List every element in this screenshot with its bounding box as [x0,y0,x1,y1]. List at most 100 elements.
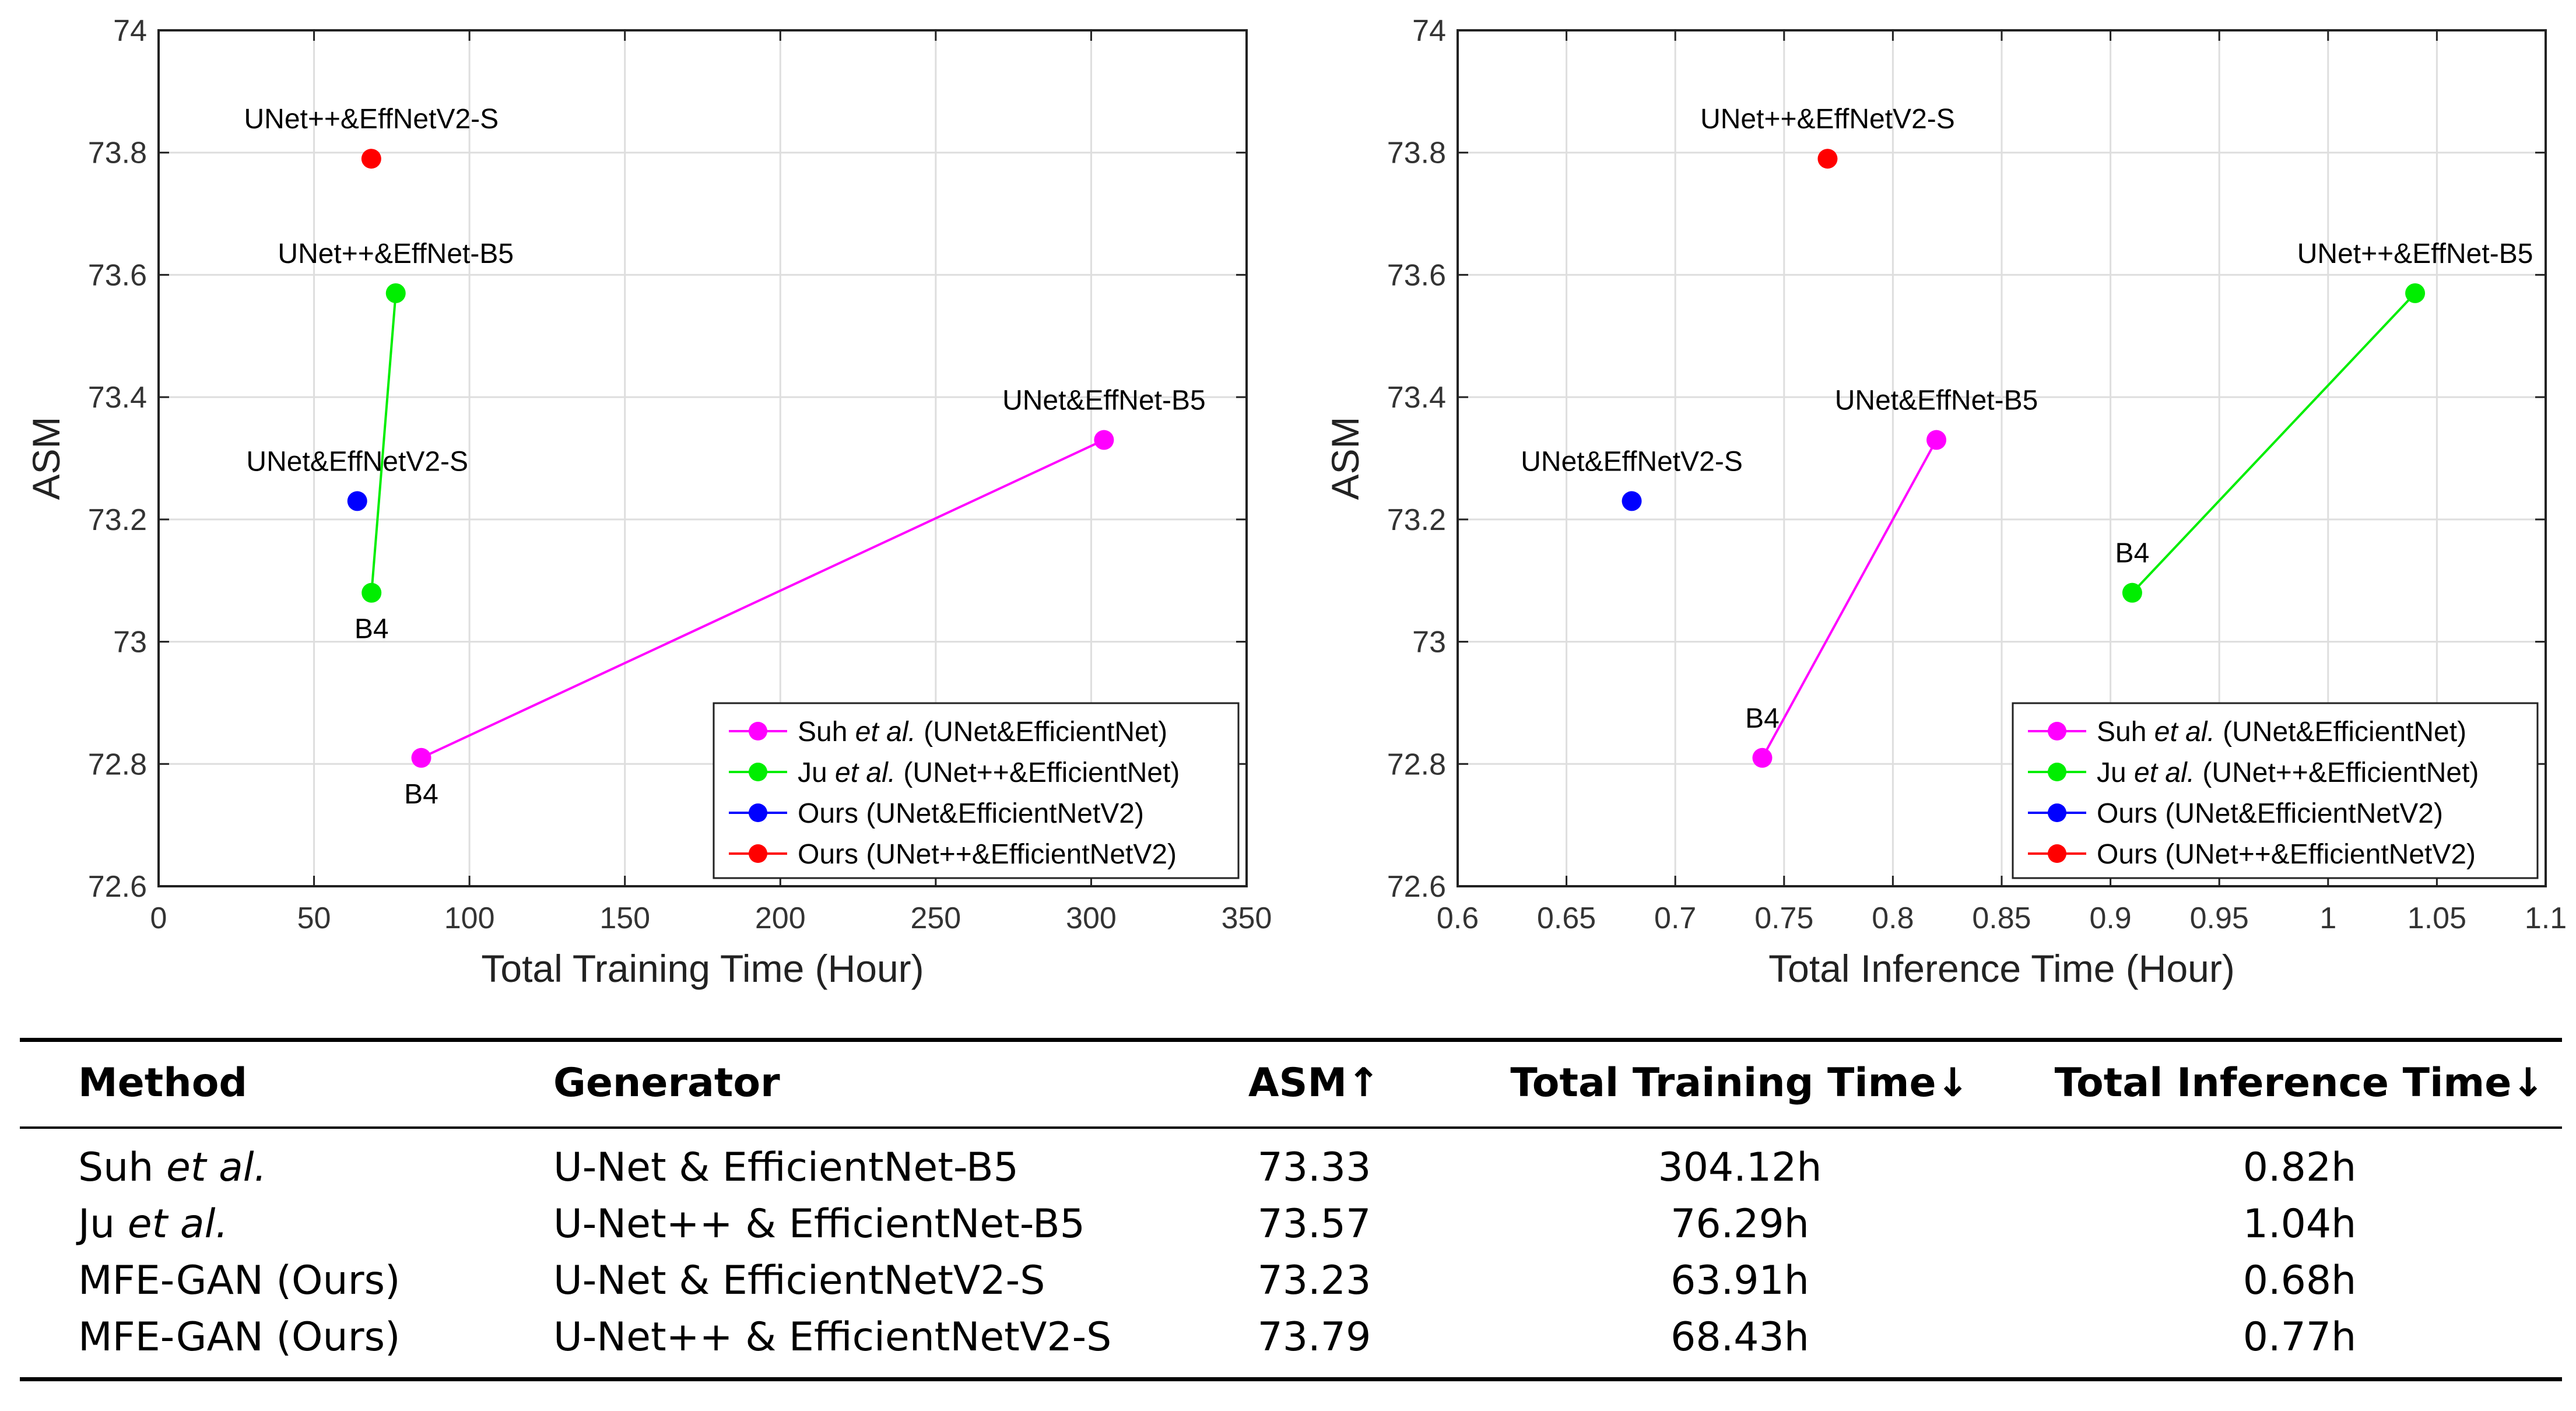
x-tick-label: 1.1 [2525,901,2567,935]
data-point-ours_unet [1622,491,1642,511]
results-table: Method Generator ASM↑ Total Training Tim… [20,1038,2562,1399]
table-row: MFE-GAN (Ours) U-Net++ & EfficientNetV2-… [20,1310,2562,1366]
x-tick-label: 0.8 [1872,901,1914,935]
x-tick-label: 150 [599,901,650,935]
training-time-chart: 0 50 100 150 200 250 300 350 72.6 72.8 73 73.2 73.4 7… [24,14,1272,990]
legend-swatch-marker [749,763,767,781]
x-tick-label: 0.65 [1537,901,1596,935]
legend-entry: Ju et al. (UNet++&EfficientNet) [2097,757,2479,788]
row-training-time: 68.43h [1670,1314,1809,1360]
x-tick-label: 300 [1066,901,1117,935]
legend-entry: Ours (UNet&EfficientNetV2) [798,798,1144,829]
y-tick-label: 73.4 [88,381,147,415]
x-tick-label: 0.6 [1437,901,1479,935]
data-point-ju [2122,582,2142,603]
legend-entry-name: Suh [798,717,855,747]
row-asm: 73.33 [1257,1145,1371,1191]
row-training-time: 304.12h [1658,1145,1822,1191]
data-point-ju [385,283,406,303]
legend-entry-detail: (UNet&EfficientNet) [2215,717,2466,747]
y-tick-label: 74 [113,14,147,48]
data-point-ju [362,582,382,603]
data-point-ours_unet [347,491,367,511]
x-axis-title: Total Inference Time (Hour) [1768,947,2235,990]
legend-swatch-marker [749,844,767,863]
legend-swatch-marker [749,722,767,740]
row-method: MFE-GAN (Ours) [78,1258,401,1304]
data-label: UNet&EffNetV2-S [246,446,468,477]
y-tick-label: 74 [1412,14,1446,48]
legend-entry: Suh et al. (UNet&EfficientNet) [798,717,1167,747]
row-generator: U-Net & EfficientNetV2-S [553,1258,1045,1304]
x-tick-label: 0 [150,901,167,935]
legend-swatch-marker [2048,844,2066,863]
data-label: UNet++&EffNetV2-S [244,104,499,135]
row-method-etal: et al. [127,1201,229,1247]
x-axis-title: Total Training Time (Hour) [481,947,924,990]
series-line-ju [370,293,397,593]
header-generator: Generator [553,1060,780,1106]
table-top-rule [20,1038,2562,1042]
data-point-suh [411,747,431,768]
row-inference-time: 0.82h [2242,1145,2357,1191]
data-point-ours_unetpp [1817,149,1838,169]
legend-entry-name: Ours (UNet++&EfficientNetV2) [2097,839,2476,870]
x-tick-label: 0.75 [1754,901,1813,935]
data-label: UNet&EffNet-B5 [1002,385,1206,416]
y-tick-label: 72.6 [88,870,147,904]
data-point-suh [1752,747,1773,768]
row-inference-time: 0.77h [2242,1314,2357,1360]
data-label: UNet&EffNetV2-S [1521,446,1743,477]
y-axis-title: ASM [1324,416,1367,500]
data-point-suh [1926,430,1947,450]
legend-entry-name: Ours (UNet&EfficientNetV2) [2097,798,2443,829]
data-label: B4 [355,614,389,645]
row-training-time: 76.29h [1670,1201,1809,1247]
charts-figure: 0 50 100 150 200 250 300 350 72.6 72.8 73 73.2 73.4 7… [24,14,2567,990]
x-tick-label: 200 [755,901,806,935]
header-training-time: Total Training Time↓ [1510,1060,1970,1106]
legend-entry: Ours (UNet++&EfficientNetV2) [798,839,1177,870]
x-tick-label: 0.85 [1972,901,2031,935]
row-asm: 73.57 [1257,1201,1371,1247]
legend-entry-etal: et al. [855,717,916,747]
legend-entry-detail: (UNet++&EfficientNet) [2195,757,2479,788]
y-tick-label: 73.6 [1387,258,1446,292]
inference-time-chart: 0.6 0.65 0.7 0.75 0.8 0.85 0.9 0.95 1 1.05 1.1 72.6… [1324,14,2567,990]
data-point-ju [2405,283,2426,303]
y-tick-label: 73.6 [88,258,147,292]
x-tick-label: 0.95 [2190,901,2249,935]
legend-box [2012,702,2539,879]
series-line-suh [420,438,1105,759]
legend-entry-name: Ju [2097,757,2134,788]
y-tick-label: 73.2 [1387,503,1446,537]
table-row: MFE-GAN (Ours) U-Net & EfficientNetV2-S … [20,1253,2562,1309]
row-inference-time: 1.04h [2242,1201,2357,1247]
data-label: B4 [404,779,438,810]
data-label: B4 [2115,538,2150,569]
y-tick-label: 72.8 [1387,747,1446,781]
data-label: UNet&EffNet-B5 [1835,385,2038,416]
y-tick-label: 73 [113,626,147,659]
table-bottom-rule [20,1377,2562,1381]
legend-entry-detail: (UNet&EfficientNet) [916,717,1167,747]
row-method-author: Ju [78,1201,128,1247]
legend-entry-etal: et al. [835,757,896,788]
data-point-ours_unetpp [361,149,381,169]
y-tick-label: 72.8 [88,747,147,781]
legend-entry: Ours (UNet&EfficientNetV2) [2097,798,2443,829]
y-axis-title: ASM [24,416,68,500]
row-generator: U-Net++ & EfficientNet-B5 [553,1201,1085,1247]
legend-entry-detail: (UNet++&EfficientNet) [896,757,1180,788]
data-label: UNet++&EffNet-B5 [278,238,514,269]
x-tick-label: 0.7 [1654,901,1696,935]
row-method-etal: et al. [166,1145,267,1191]
y-tick-label: 73.2 [88,503,147,537]
legend-box [713,702,1240,879]
series-line-suh [1761,439,1938,759]
legend-entry-name: Suh [2097,717,2154,747]
x-tick-label: 1.05 [2407,901,2466,935]
legend-entry-etal: et al. [2154,717,2215,747]
header-asm: ASM↑ [1248,1060,1381,1106]
legend-entry-name: Ours (UNet++&EfficientNetV2) [798,839,1177,870]
